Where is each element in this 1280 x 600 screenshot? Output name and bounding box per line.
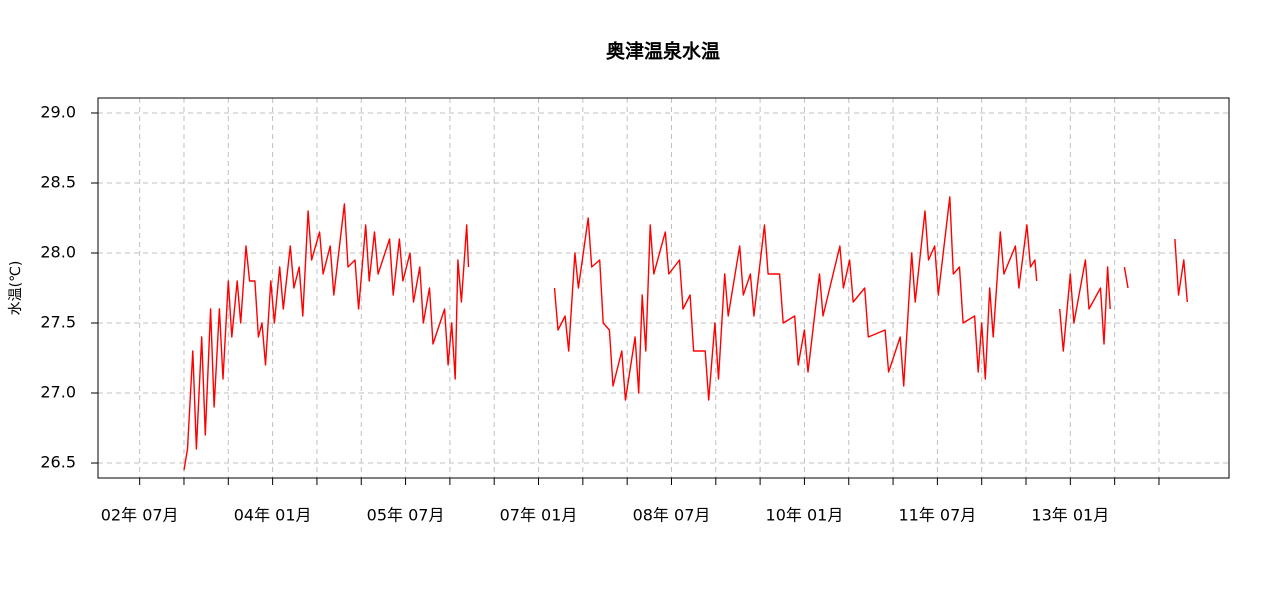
plot-frame — [97, 97, 1230, 479]
x-tick-label: 05年 07月 — [367, 506, 445, 525]
x-tick-label: 10年 01月 — [766, 506, 844, 525]
y-tick-label: 29.0 — [40, 102, 76, 121]
x-tick-label: 13年 01月 — [1031, 506, 1109, 525]
y-tick-label: 28.0 — [40, 242, 76, 261]
chart-title: 奥津温泉水温 — [606, 40, 720, 63]
y-axis-label: 水温(℃) — [8, 261, 24, 316]
y-tick-label: 28.5 — [40, 172, 76, 191]
y-tick-label: 27.0 — [40, 383, 76, 402]
x-tick-label: 11年 07月 — [898, 506, 976, 525]
x-tick-label: 08年 07月 — [633, 506, 711, 525]
y-tick-label: 26.5 — [40, 453, 76, 472]
x-tick-label: 04年 01月 — [234, 506, 312, 525]
y-tick-label: 27.5 — [40, 313, 76, 332]
data-line — [183, 196, 1188, 471]
x-tick-label: 02年 07月 — [101, 506, 179, 525]
x-tick-label: 07年 01月 — [500, 506, 578, 525]
